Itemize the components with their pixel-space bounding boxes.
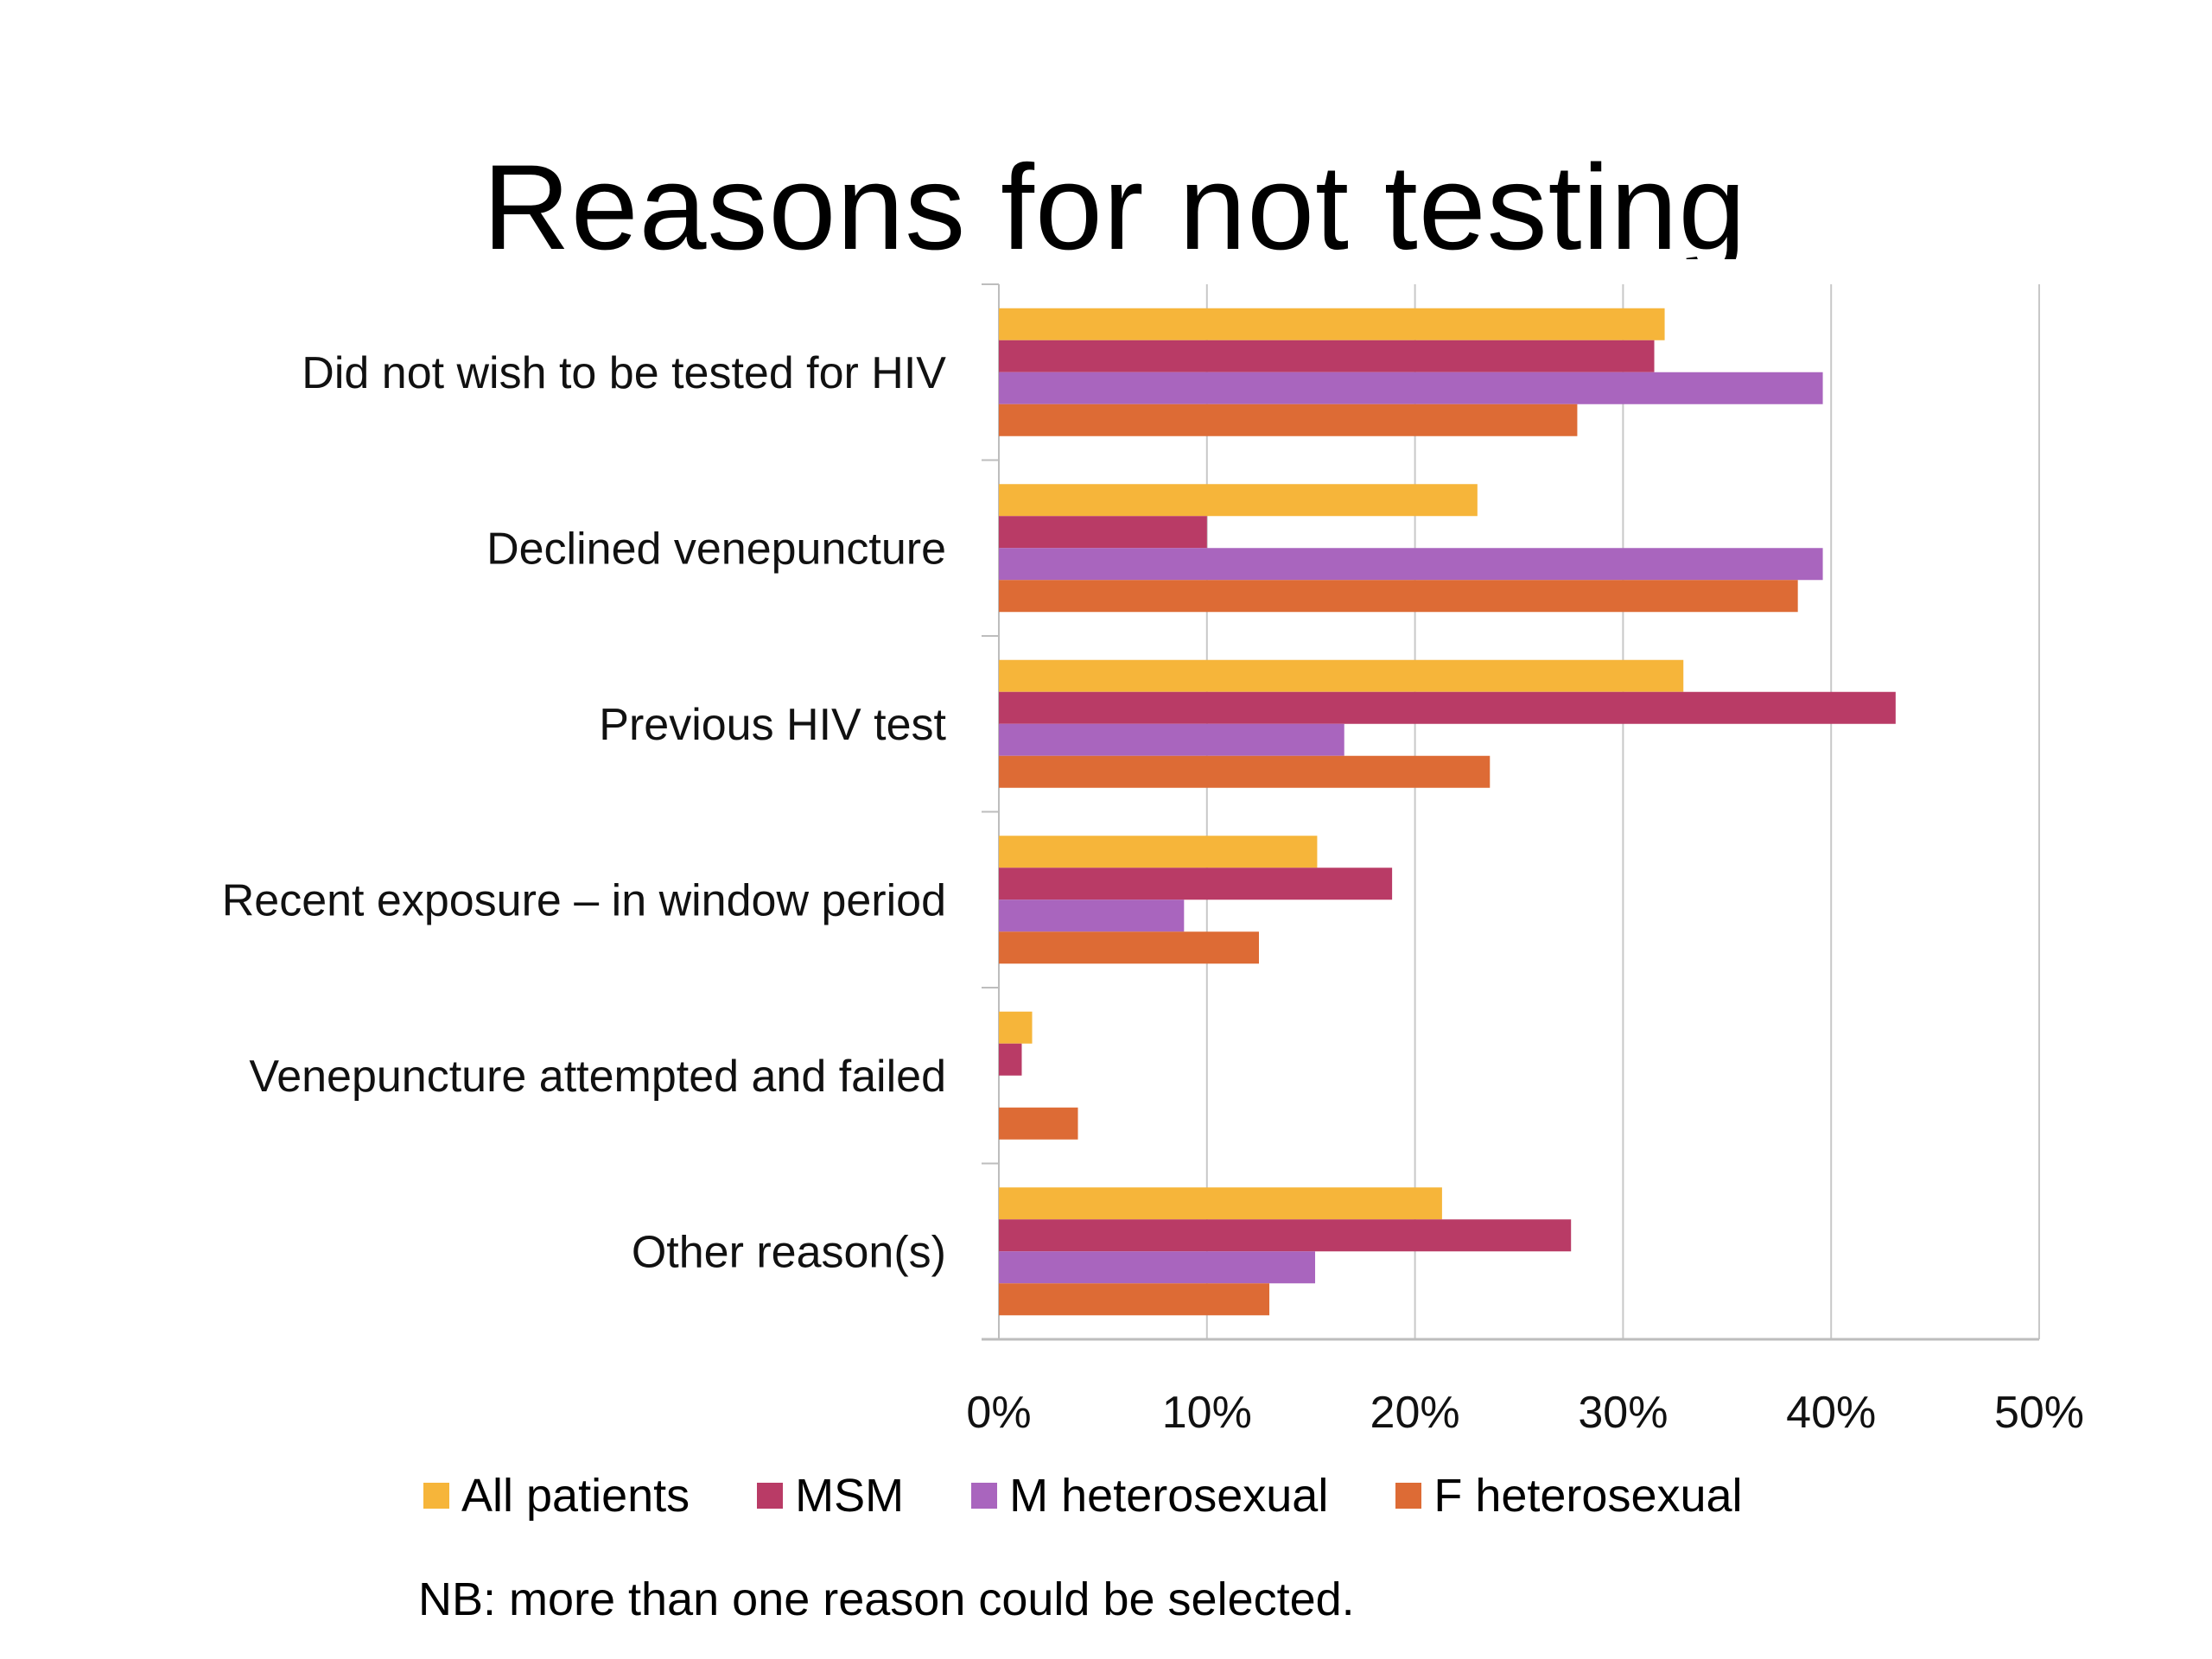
bar (999, 1283, 1270, 1316)
bar (999, 1043, 1022, 1076)
bar (999, 899, 1185, 932)
legend-label: F heterosexual (1433, 1470, 1743, 1522)
legend-swatch (423, 1483, 449, 1509)
bar (999, 868, 1393, 900)
bar (999, 931, 1259, 964)
bars (999, 308, 1896, 1316)
bar (999, 340, 1655, 372)
x-tick-label: 40% (1786, 1388, 1876, 1438)
bar (999, 372, 1823, 404)
legend-label: MSM (795, 1470, 905, 1522)
x-tick-label: 20% (1370, 1388, 1460, 1438)
bar (999, 1219, 1572, 1252)
x-tick-label: 0% (966, 1388, 1031, 1438)
legend: All patients MSM M heterosexual F heterosex… (423, 1469, 1810, 1522)
footnote: NB: more than one reason could be select… (418, 1573, 1355, 1625)
bar (999, 516, 1207, 549)
bar (999, 484, 1478, 517)
legend-item: F heterosexual (1395, 1469, 1743, 1522)
bar (999, 1187, 1442, 1220)
x-tick-label: 10% (1162, 1388, 1252, 1438)
legend-item: M heterosexual (971, 1469, 1328, 1522)
y-axis (982, 283, 2039, 1341)
legend-label: All patients (461, 1470, 690, 1522)
x-tick-labels: 0% 10% 20% 30% 40% 50% (966, 1388, 2084, 1438)
x-tick-label: 50% (1994, 1388, 2084, 1438)
category-label: Previous HIV test (599, 700, 946, 750)
bar (999, 723, 1344, 756)
bar (999, 1251, 1316, 1284)
legend-swatch (971, 1483, 998, 1509)
bar (999, 580, 1798, 613)
bar (999, 1011, 1033, 1044)
legend-label: M heterosexual (1009, 1470, 1329, 1522)
category-labels: Did not wish to be tested for HIV Decline… (222, 348, 947, 1278)
bar (999, 691, 1896, 724)
category-label: Declined venepuncture (486, 524, 946, 574)
bar (999, 659, 1684, 692)
bar (999, 308, 1665, 340)
legend-item: All patients (423, 1469, 690, 1522)
bar (999, 836, 1318, 868)
bar (999, 755, 1491, 788)
x-tick-label: 30% (1578, 1388, 1668, 1438)
gridlines (1205, 284, 2040, 1339)
legend-item: MSM (757, 1469, 904, 1522)
bar (999, 548, 1823, 581)
category-label: Venepuncture attempted and failed (249, 1052, 946, 1102)
category-label: Other reason(s) (632, 1227, 946, 1277)
legend-swatch (757, 1483, 784, 1509)
legend-swatch (1395, 1483, 1422, 1509)
category-label: Did not wish to be tested for HIV (302, 348, 946, 398)
chart-title: Reasons for not testing (482, 139, 1747, 259)
bar (999, 1107, 1078, 1140)
category-label: Recent exposure – in window period (222, 875, 946, 925)
bar (999, 404, 1578, 436)
